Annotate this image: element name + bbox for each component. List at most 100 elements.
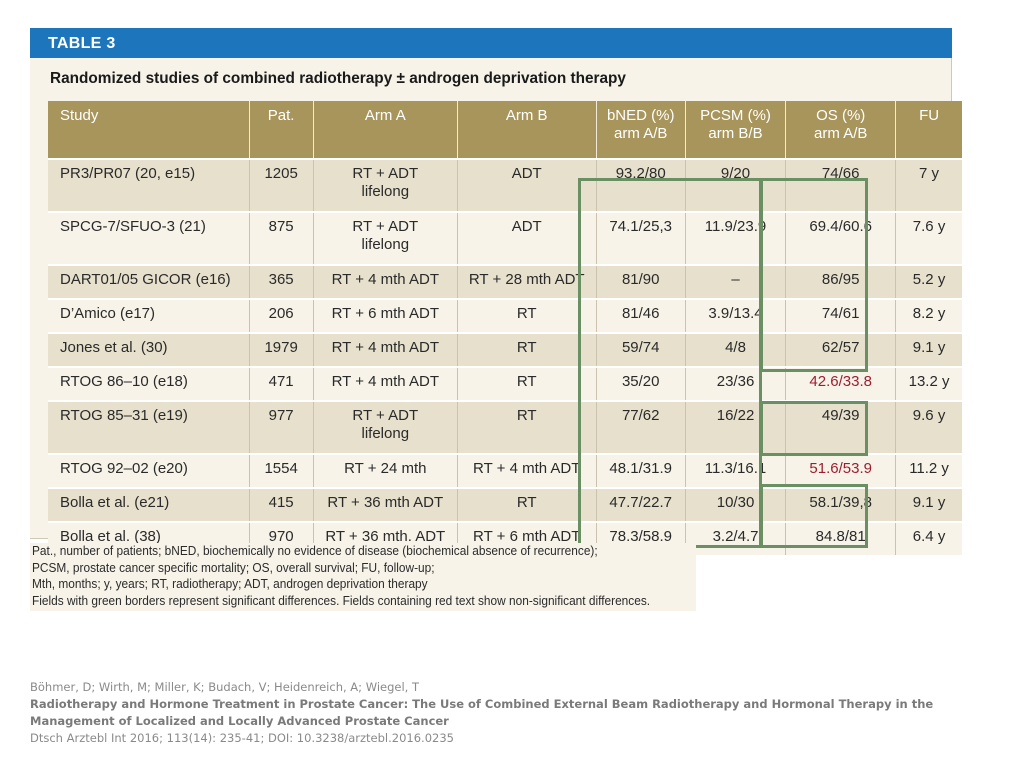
cell-fu: 7 y: [895, 158, 962, 212]
cell-pat: 1554: [248, 453, 314, 488]
cell-arm-a: RT + 4 mth ADT: [312, 332, 458, 367]
col-header-bned: bNED (%) arm A/B: [595, 101, 686, 159]
col-header-pcsm: PCSM (%) arm B/B: [684, 101, 786, 159]
cell-study: RTOG 86–10 (e18): [48, 366, 250, 401]
cell-pat: 1979: [248, 332, 314, 367]
table-row: RTOG 86–10 (e18) 471 RT + 4 mth ADT RT 3…: [48, 366, 962, 401]
cell-os: 74/66: [785, 158, 896, 212]
cell-arm-a: RT + 4 mth ADT: [312, 264, 458, 299]
cell-study: Jones et al. (30): [48, 332, 250, 367]
col-header-arm-b: Arm B: [456, 101, 597, 159]
footnote-line: Pat., number of patients; bNED, biochemi…: [32, 544, 598, 558]
footnote-line: Fields with green borders represent sign…: [32, 593, 651, 608]
cell-os: 62/57: [785, 332, 896, 367]
cell-arm-b: RT: [456, 366, 597, 401]
col-header-study: Study: [48, 101, 250, 159]
cell-arm-b: RT: [456, 298, 597, 333]
cell-bned: 81/90: [595, 264, 686, 299]
cell-study: PR3/PR07 (20, e15): [48, 158, 250, 212]
cell-arm-a: RT + ADT lifelong: [312, 158, 458, 212]
table-row: Bolla et al. (e21) 415 RT + 36 mth ADT R…: [48, 487, 962, 522]
cell-fu: 7.6 y: [895, 211, 962, 265]
col-header-os: OS (%) arm A/B: [785, 101, 896, 159]
cell-fu: 9.1 y: [895, 332, 962, 367]
citation-source: Dtsch Arztebl Int 2016; 113(14): 235-41;…: [30, 731, 454, 745]
cell-arm-b: ADT: [456, 211, 597, 265]
table-row: SPCG-7/SFUO-3 (21) 875 RT + ADT lifelong …: [48, 211, 962, 265]
col-header-fu: FU: [895, 101, 962, 159]
cell-arm-b: RT: [456, 487, 597, 522]
footnote-line: PCSM, prostate cancer specific mortality…: [32, 560, 435, 575]
cell-os: 74/61: [785, 298, 896, 333]
cell-bned: 47.7/22.7: [595, 487, 686, 522]
cell-pcsm: 10/30: [684, 487, 786, 522]
cell-bned: 48.1/31.9: [595, 453, 686, 488]
cell-os: 58.1/39,8: [785, 487, 896, 522]
cell-arm-a: RT + 24 mth: [312, 453, 458, 488]
cell-fu: 9.6 y: [895, 400, 962, 454]
cell-arm-b: ADT: [456, 158, 597, 212]
citation-authors: Böhmer, D; Wirth, M; Miller, K; Budach, …: [30, 680, 419, 694]
cell-study: SPCG-7/SFUO-3 (21): [48, 211, 250, 265]
cell-arm-b: RT + 28 mth ADT: [456, 264, 597, 299]
cell-os: 69.4/60.6: [785, 211, 896, 265]
cell-pat: 471: [248, 366, 314, 401]
cell-pcsm: 3.9/13.4: [684, 298, 786, 333]
cell-pcsm: 11.3/16.1: [684, 453, 786, 488]
cell-pat: 977: [248, 400, 314, 454]
table-panel: Randomized studies of combined radiother…: [30, 58, 962, 555]
cell-fu: 5.2 y: [895, 264, 962, 299]
cell-os: 84.8/81: [785, 521, 896, 555]
cell-fu: 13.2 y: [895, 366, 962, 401]
cell-pat: 365: [248, 264, 314, 299]
cell-arm-a: RT + 36 mth ADT: [312, 487, 458, 522]
cell-arm-a: RT + ADT lifelong: [312, 400, 458, 454]
cell-study: D’Amico (e17): [48, 298, 250, 333]
citation: Böhmer, D; Wirth, M; Miller, K; Budach, …: [30, 679, 970, 747]
table-row: D’Amico (e17) 206 RT + 6 mth ADT RT 81/4…: [48, 298, 962, 333]
cell-bned: 35/20: [595, 366, 686, 401]
cell-fu: 8.2 y: [895, 298, 962, 333]
cell-bned: 77/62: [595, 400, 686, 454]
cell-arm-b: RT: [456, 332, 597, 367]
cell-study: RTOG 85–31 (e19): [48, 400, 250, 454]
cell-pcsm: –: [684, 264, 786, 299]
cell-pcsm: 9/20: [684, 158, 786, 212]
table-row: Jones et al. (30) 1979 RT + 4 mth ADT RT…: [48, 332, 962, 367]
cell-arm-b: RT: [456, 400, 597, 454]
footnote-line: Mth, months; y, years; RT, radiotherapy;…: [32, 577, 428, 591]
cell-arm-a: RT + 4 mth ADT: [312, 366, 458, 401]
table-title: Randomized studies of combined radiother…: [50, 70, 626, 87]
cell-fu: 6.4 y: [895, 521, 962, 555]
cell-pcsm: 3.2/4.7: [684, 521, 786, 555]
cell-bned: 59/74: [595, 332, 686, 367]
table-row: RTOG 85–31 (e19) 977 RT + ADT lifelong RT…: [48, 400, 962, 454]
citation-title: Radiotherapy and Hormone Treatment in Pr…: [30, 697, 934, 728]
table-row: DART01/05 GICOR (e16) 365 RT + 4 mth ADT…: [48, 264, 962, 299]
table-label: TABLE 3: [30, 28, 952, 58]
cell-study: Bolla et al. (e21): [48, 487, 250, 522]
cell-pcsm: 16/22: [684, 400, 786, 454]
table-footnotes: Pat., number of patients; bNED, biochemi…: [30, 543, 696, 611]
cell-arm-a: RT + ADT lifelong: [312, 211, 458, 265]
cell-pat: 415: [248, 487, 314, 522]
cell-study: DART01/05 GICOR (e16): [48, 264, 250, 299]
cell-arm-b: RT + 4 mth ADT: [456, 453, 597, 488]
cell-bned: 81/46: [595, 298, 686, 333]
cell-pat: 1205: [248, 158, 314, 212]
col-header-arm-a: Arm A: [312, 101, 458, 159]
cell-bned: 74.1/25,3: [595, 211, 686, 265]
cell-fu: 11.2 y: [895, 453, 962, 488]
table-figure: TABLE 3 Randomized studies of combined r…: [30, 28, 962, 555]
cell-os: 49/39: [785, 400, 896, 454]
cell-bned: 93.2/80: [595, 158, 686, 212]
cell-os-nonsignificant: 51.6/53.9: [785, 453, 896, 488]
cell-pat: 206: [248, 298, 314, 333]
cell-pcsm: 4/8: [684, 332, 786, 367]
results-table: Study Pat. Arm A Arm B bNED (%) arm A/B P…: [48, 101, 962, 555]
table-row: PR3/PR07 (20, e15) 1205 RT + ADT lifelong…: [48, 158, 962, 212]
table-row: RTOG 92–02 (e20) 1554 RT + 24 mth RT + 4…: [48, 453, 962, 488]
cell-os: 86/95: [785, 264, 896, 299]
cell-fu: 9.1 y: [895, 487, 962, 522]
cell-study: RTOG 92–02 (e20): [48, 453, 250, 488]
